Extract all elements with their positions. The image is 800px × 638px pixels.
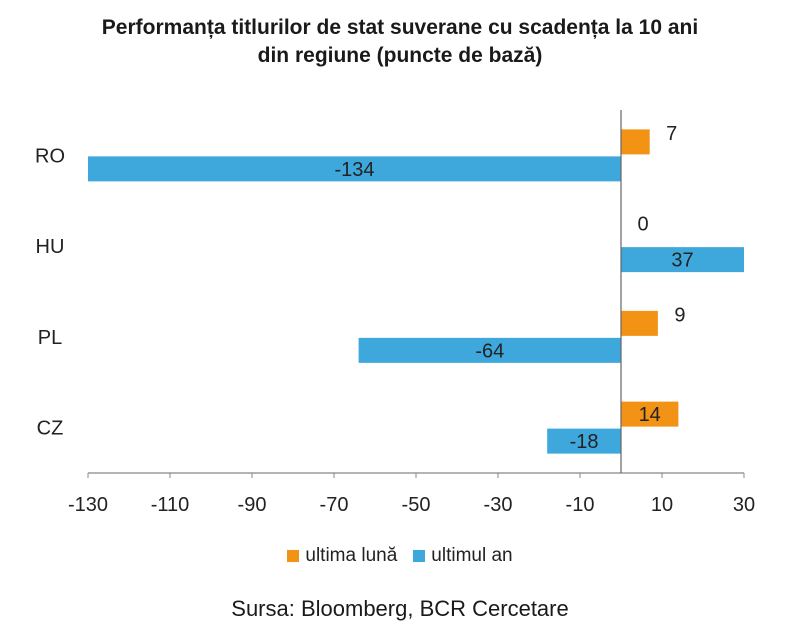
legend-label-ultima-luna: ultima lună [305, 545, 398, 566]
x-tick-label: -110 [151, 494, 190, 516]
source-note: Sursa: Bloomberg, BCR Cercetare [231, 596, 569, 621]
legend-label-ultimul-an: ultimul an [431, 545, 513, 566]
data-label: -64 [475, 340, 504, 362]
x-tick-label: 30 [733, 494, 755, 516]
data-label: 7 [666, 123, 677, 145]
legend-item-ultimul-an: ultimul an [413, 545, 513, 567]
x-tick-label: -30 [484, 494, 513, 516]
category-label-hu: HU [36, 236, 65, 258]
bar-ultimul-an-ro [88, 156, 621, 182]
data-label: 37 [671, 250, 693, 272]
legend-item-ultima-luna: ultima lună [287, 545, 397, 567]
bar-chart: -130 -110 -90 -70 -50 -30 -10 10 30 RO 7 -134 HU 0 37 P… [35, 110, 755, 516]
bar-ultimul-an-pl [358, 337, 621, 363]
category-label-pl: PL [38, 327, 62, 349]
chart-title-line1: Performanța titlurilor de stat suverane … [101, 16, 699, 39]
data-label: -134 [334, 159, 374, 181]
x-tick-label: -10 [566, 494, 595, 516]
legend-swatch-ultima-luna [287, 550, 300, 562]
legend: ultima lună ultimul an [0, 545, 800, 567]
category-label-ro: RO [35, 145, 65, 167]
x-tick-label: -50 [402, 494, 431, 516]
bar-ultima-luna-ro [621, 129, 650, 155]
bar-ultima-luna-pl [621, 310, 658, 336]
data-label: 9 [674, 304, 685, 326]
bar-ultimul-an-hu [621, 247, 744, 273]
category-label-cz: CZ [37, 418, 64, 440]
data-label: 0 [637, 214, 648, 236]
data-label: -18 [570, 431, 599, 453]
chart-title-line2: din regiune (puncte de bază) [257, 44, 543, 67]
data-label: 14 [639, 404, 661, 426]
legend-swatch-ultimul-an [413, 550, 426, 562]
x-tick-label: -70 [320, 494, 349, 516]
x-tick-label: 10 [651, 494, 673, 516]
bar-ultima-luna-cz [621, 401, 679, 427]
bar-ultimul-an-cz [547, 428, 621, 454]
chart-title: Performanța titlurilor de stat suverane … [0, 14, 800, 70]
x-tick-label: -130 [68, 494, 108, 516]
x-tick-label: -90 [238, 494, 267, 516]
